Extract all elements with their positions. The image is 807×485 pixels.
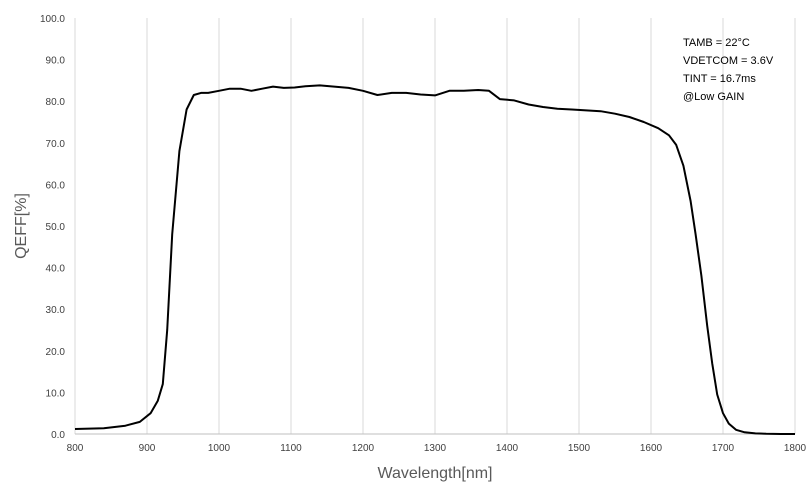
annotation-line: VDETCOM = 3.6V bbox=[683, 55, 774, 67]
annotation-box: TAMB = 22°C VDETCOM = 3.6V TINT = 16.7ms @L… bbox=[683, 37, 774, 103]
x-axis-title: Wavelength[nm] bbox=[377, 465, 492, 482]
y-tick-label: 40.0 bbox=[46, 264, 66, 275]
y-tick-label: 90.0 bbox=[46, 56, 66, 67]
x-tick-label: 1100 bbox=[280, 443, 302, 454]
series-line-0 bbox=[74, 84, 795, 435]
y-tick-label: 10.0 bbox=[46, 388, 66, 399]
y-tick-label: 50.0 bbox=[46, 222, 66, 233]
x-tick-label: 1700 bbox=[712, 443, 735, 454]
y-tick-label: 60.0 bbox=[46, 180, 66, 191]
annotation-line: @Low GAIN bbox=[683, 91, 744, 103]
x-tick-label: 1400 bbox=[496, 443, 519, 454]
y-tick-label: 30.0 bbox=[46, 305, 66, 316]
x-tick-label: 1800 bbox=[784, 443, 807, 454]
y-tick-label: 20.0 bbox=[46, 347, 66, 358]
x-tick-label: 900 bbox=[139, 443, 156, 454]
x-tick-label: 800 bbox=[67, 443, 84, 454]
x-tick-label: 1500 bbox=[568, 443, 591, 454]
annotation-line: TINT = 16.7ms bbox=[683, 73, 756, 85]
y-tick-label: 0.0 bbox=[51, 430, 65, 441]
x-tick-labels: 800 900 1000 1100 1200 1300 1400 1500 1600 1700 18… bbox=[67, 443, 807, 454]
x-tick-label: 1000 bbox=[208, 443, 231, 454]
x-tick-label: 1300 bbox=[424, 443, 447, 454]
y-tick-label: 100.0 bbox=[40, 14, 65, 25]
annotation-line: TAMB = 22°C bbox=[683, 37, 750, 49]
y-tick-label: 70.0 bbox=[46, 139, 66, 150]
grid-lines bbox=[74, 18, 796, 435]
y-tick-labels: 0.0 10.0 20.0 30.0 40.0 50.0 60.0 70.0 80.0 90.0 1… bbox=[40, 14, 65, 441]
x-tick-label: 1600 bbox=[640, 443, 663, 454]
x-tick-label: 1200 bbox=[352, 443, 375, 454]
y-tick-label: 80.0 bbox=[46, 97, 66, 108]
plot-series bbox=[74, 84, 795, 435]
y-axis-title: QEFF[%] bbox=[13, 193, 30, 259]
